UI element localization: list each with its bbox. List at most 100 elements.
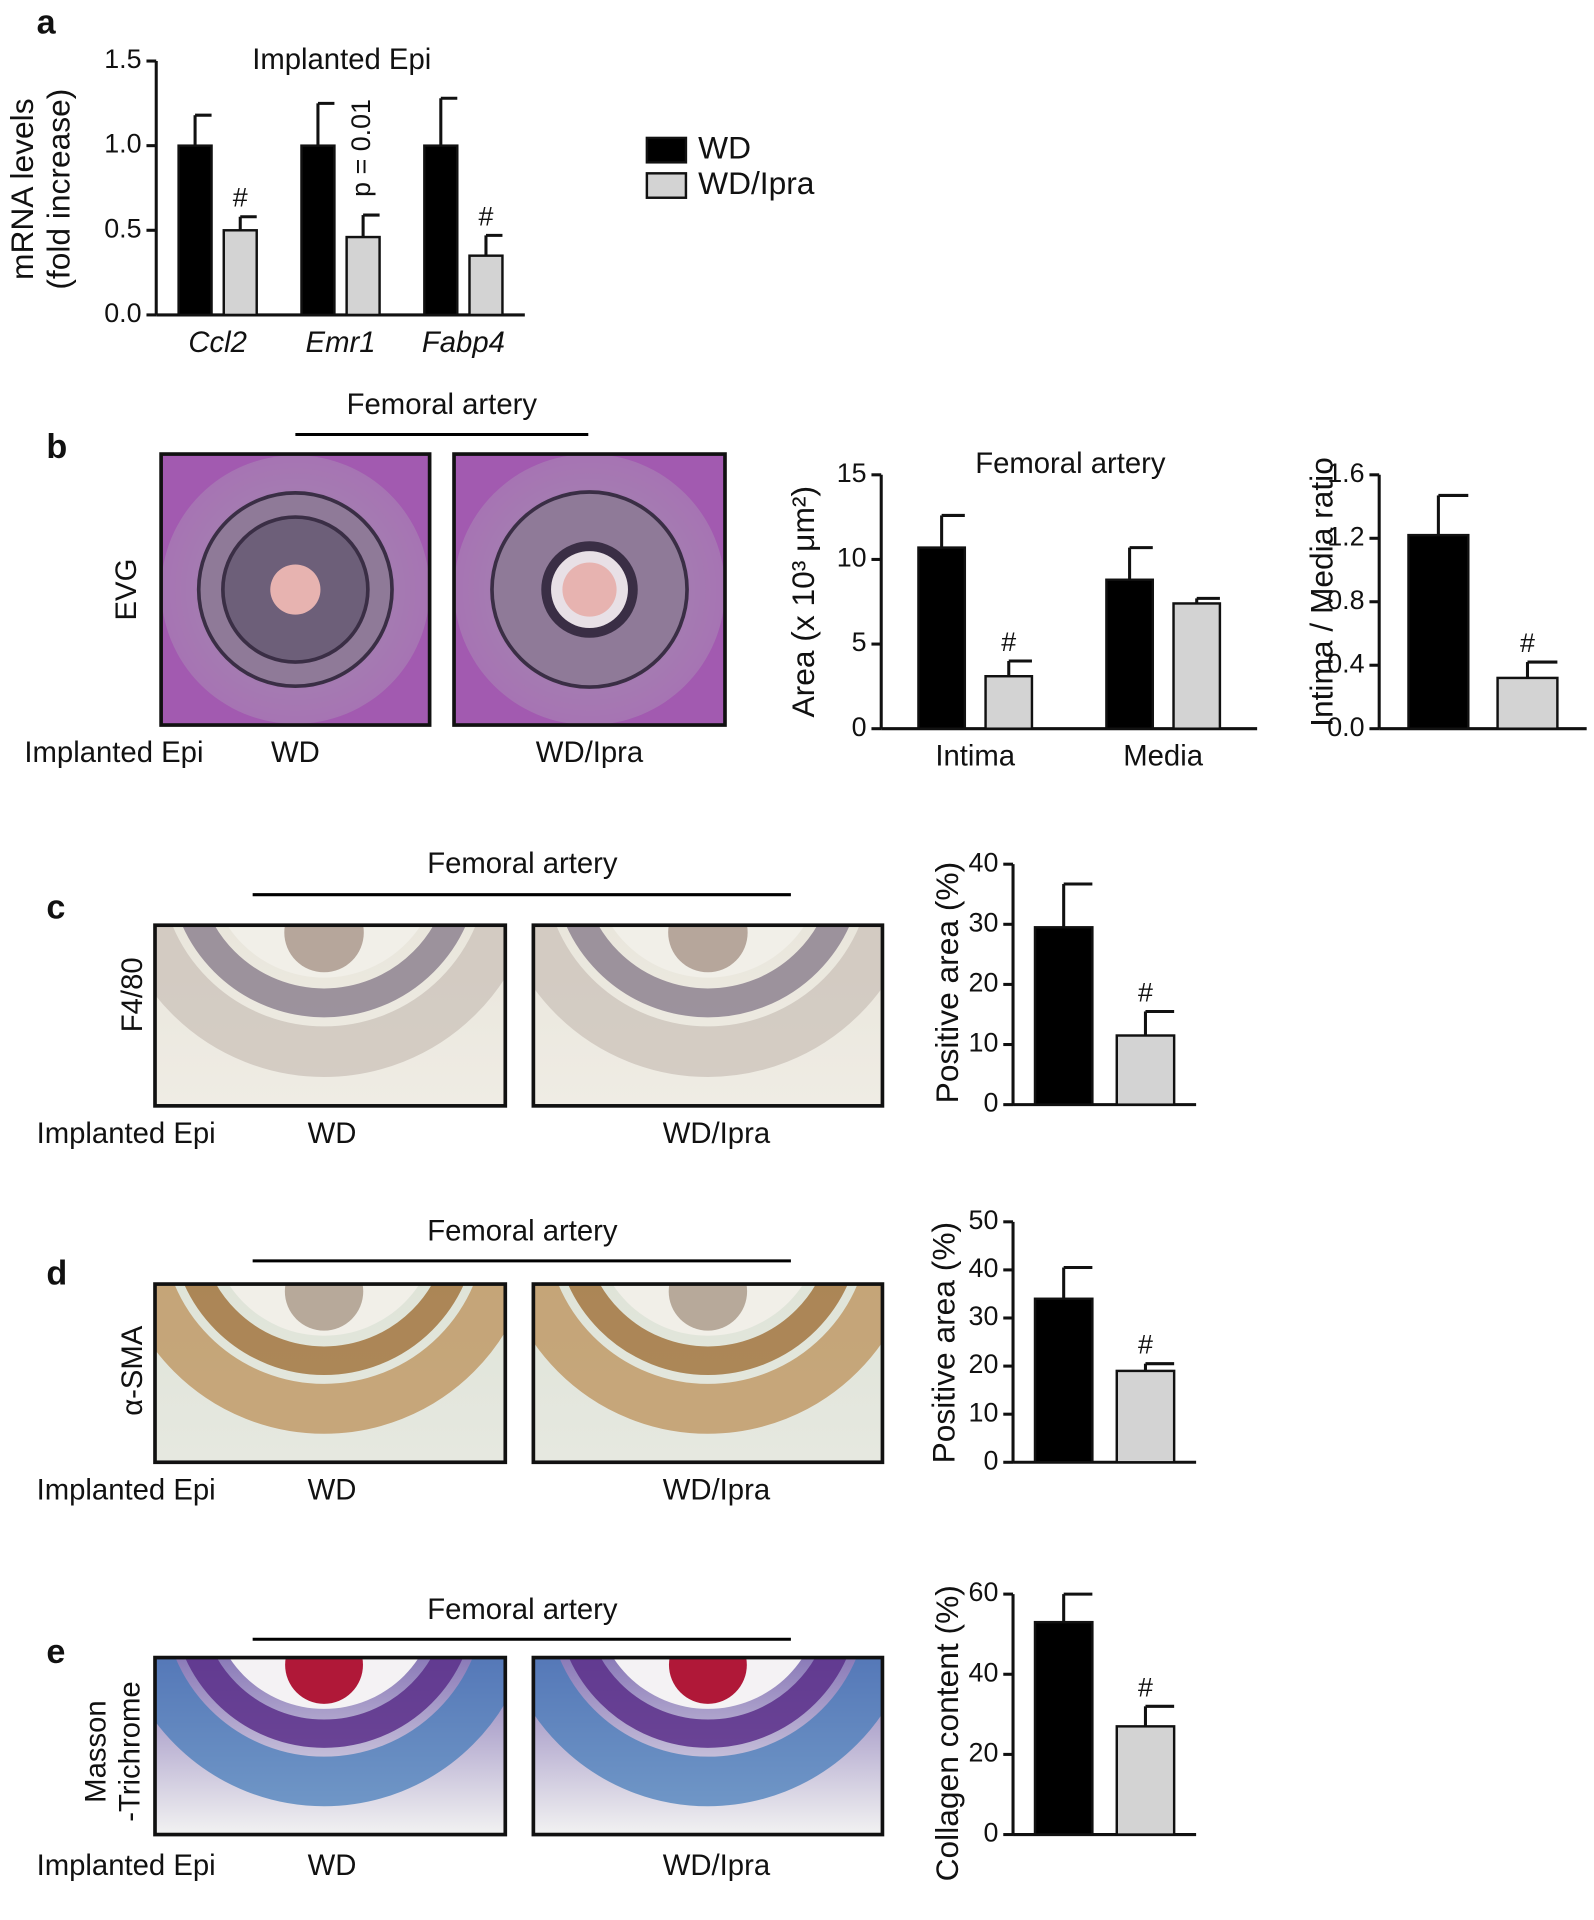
micrograph [153,1282,508,1465]
bar [1033,1620,1094,1836]
panel-letter: e [46,1633,65,1671]
vessel-adventitia [155,1284,506,1434]
stain-label: α-SMA [116,1325,149,1416]
micrograph-content [533,1284,883,1463]
error-bar [484,233,503,256]
y-tick-label: 30 [969,907,999,937]
error-bar [940,513,965,548]
y-tick-label: 40 [969,847,999,877]
micrograph-content [155,925,506,1106]
micrograph [153,1655,508,1837]
vessel-lumen [562,562,617,617]
y-axis-label: Positive area (%) [929,862,965,1104]
image-label: WD [308,1473,357,1506]
micrograph-frame [531,1655,885,1837]
micrograph-content [155,1657,506,1835]
annotation: # [1520,628,1535,658]
x-tick-label: Media [1123,740,1203,773]
bar [177,144,213,317]
error-bar [1143,1009,1175,1036]
bar [222,229,258,317]
y-tick-label: 0 [983,1445,998,1475]
annotation: # [479,201,494,231]
micrograph-frame [531,1282,885,1465]
image-label: WD/Ipra [663,1117,771,1150]
image-label: WD/Ipra [663,1473,771,1506]
y-tick-label: 40 [969,1657,999,1687]
y-tick-label: 0 [852,712,867,742]
vessel-adventitia [533,925,883,1077]
chart-title: Femoral artery [975,447,1166,480]
row-label: Implanted Epi [37,1473,216,1506]
error-bar [439,96,458,146]
row-label: Implanted Epi [37,1849,216,1882]
annotation: # [1138,977,1153,1007]
micrograph-frame [153,1282,508,1465]
stain-label: EVG [110,559,143,621]
bar [984,675,1034,730]
image-label: WD [271,736,320,769]
bar [1496,676,1559,730]
micrograph-content [533,925,883,1106]
vessel-media [184,1284,465,1375]
micrograph [452,452,727,727]
bar [1033,1297,1094,1464]
bar [1407,533,1470,730]
micrograph-frame [153,923,508,1108]
y-tick-label: 1.2 [1327,521,1364,551]
y-tick-label: 1.5 [104,44,141,74]
x-tick-label: Intima [935,740,1015,773]
bar [1115,1034,1176,1106]
y-tick-label: 20 [969,1349,999,1379]
vessel-adventitia [533,1284,883,1434]
y-tick-label: 0.4 [1327,648,1364,678]
y-tick-label: 40 [969,1253,999,1283]
error-bar [1143,1362,1175,1371]
error-bar [238,215,257,231]
blood [668,1657,747,1704]
panel-letter: b [46,428,67,466]
micrograph [531,1282,885,1465]
annotation: # [1138,1330,1153,1360]
panel-header: Femoral artery [347,388,538,421]
error-bar [1128,546,1153,580]
blood [285,1657,363,1704]
legend-swatch [645,136,688,164]
image-label: WD/Ipra [536,736,644,769]
image-label: WD [308,1849,357,1882]
chart-title: Implanted Epi [252,43,431,76]
error-bar [1062,1265,1093,1299]
y-axis-label: Intima / Media ratio [1304,457,1340,727]
error-bar [1143,1704,1175,1727]
bar [1105,578,1155,730]
stain-label: -Trichrome [114,1681,147,1821]
row-label: Implanted Epi [24,736,203,769]
y-tick-label: 20 [969,968,999,998]
blood [668,925,748,973]
micrograph-content [155,1284,506,1463]
y-axis-label: Positive area (%) [925,1222,961,1464]
annotation: # [233,183,248,213]
annotation: # [1138,1672,1153,1702]
stain-label: F4/80 [116,957,149,1032]
bar [1172,602,1222,730]
micrograph-frame [153,1655,508,1837]
error-bar [193,113,212,146]
micrograph-frame [452,452,727,727]
vessel-media [185,1657,464,1748]
legend-label: WD [698,130,751,166]
y-tick-label: 0.5 [104,213,141,243]
y-tick-label: 0 [983,1088,998,1118]
bar [423,144,459,317]
vessel-media [568,1657,847,1748]
y-tick-label: 10 [969,1028,999,1058]
panel-header: Femoral artery [427,1593,618,1626]
stain-label: Masson [79,1700,112,1803]
error-bar [1525,660,1558,678]
micrograph-content [533,1657,883,1835]
micrograph [159,452,432,727]
panel-header: Femoral artery [427,847,618,880]
bar [1033,926,1094,1106]
y-tick-label: 10 [837,543,867,573]
